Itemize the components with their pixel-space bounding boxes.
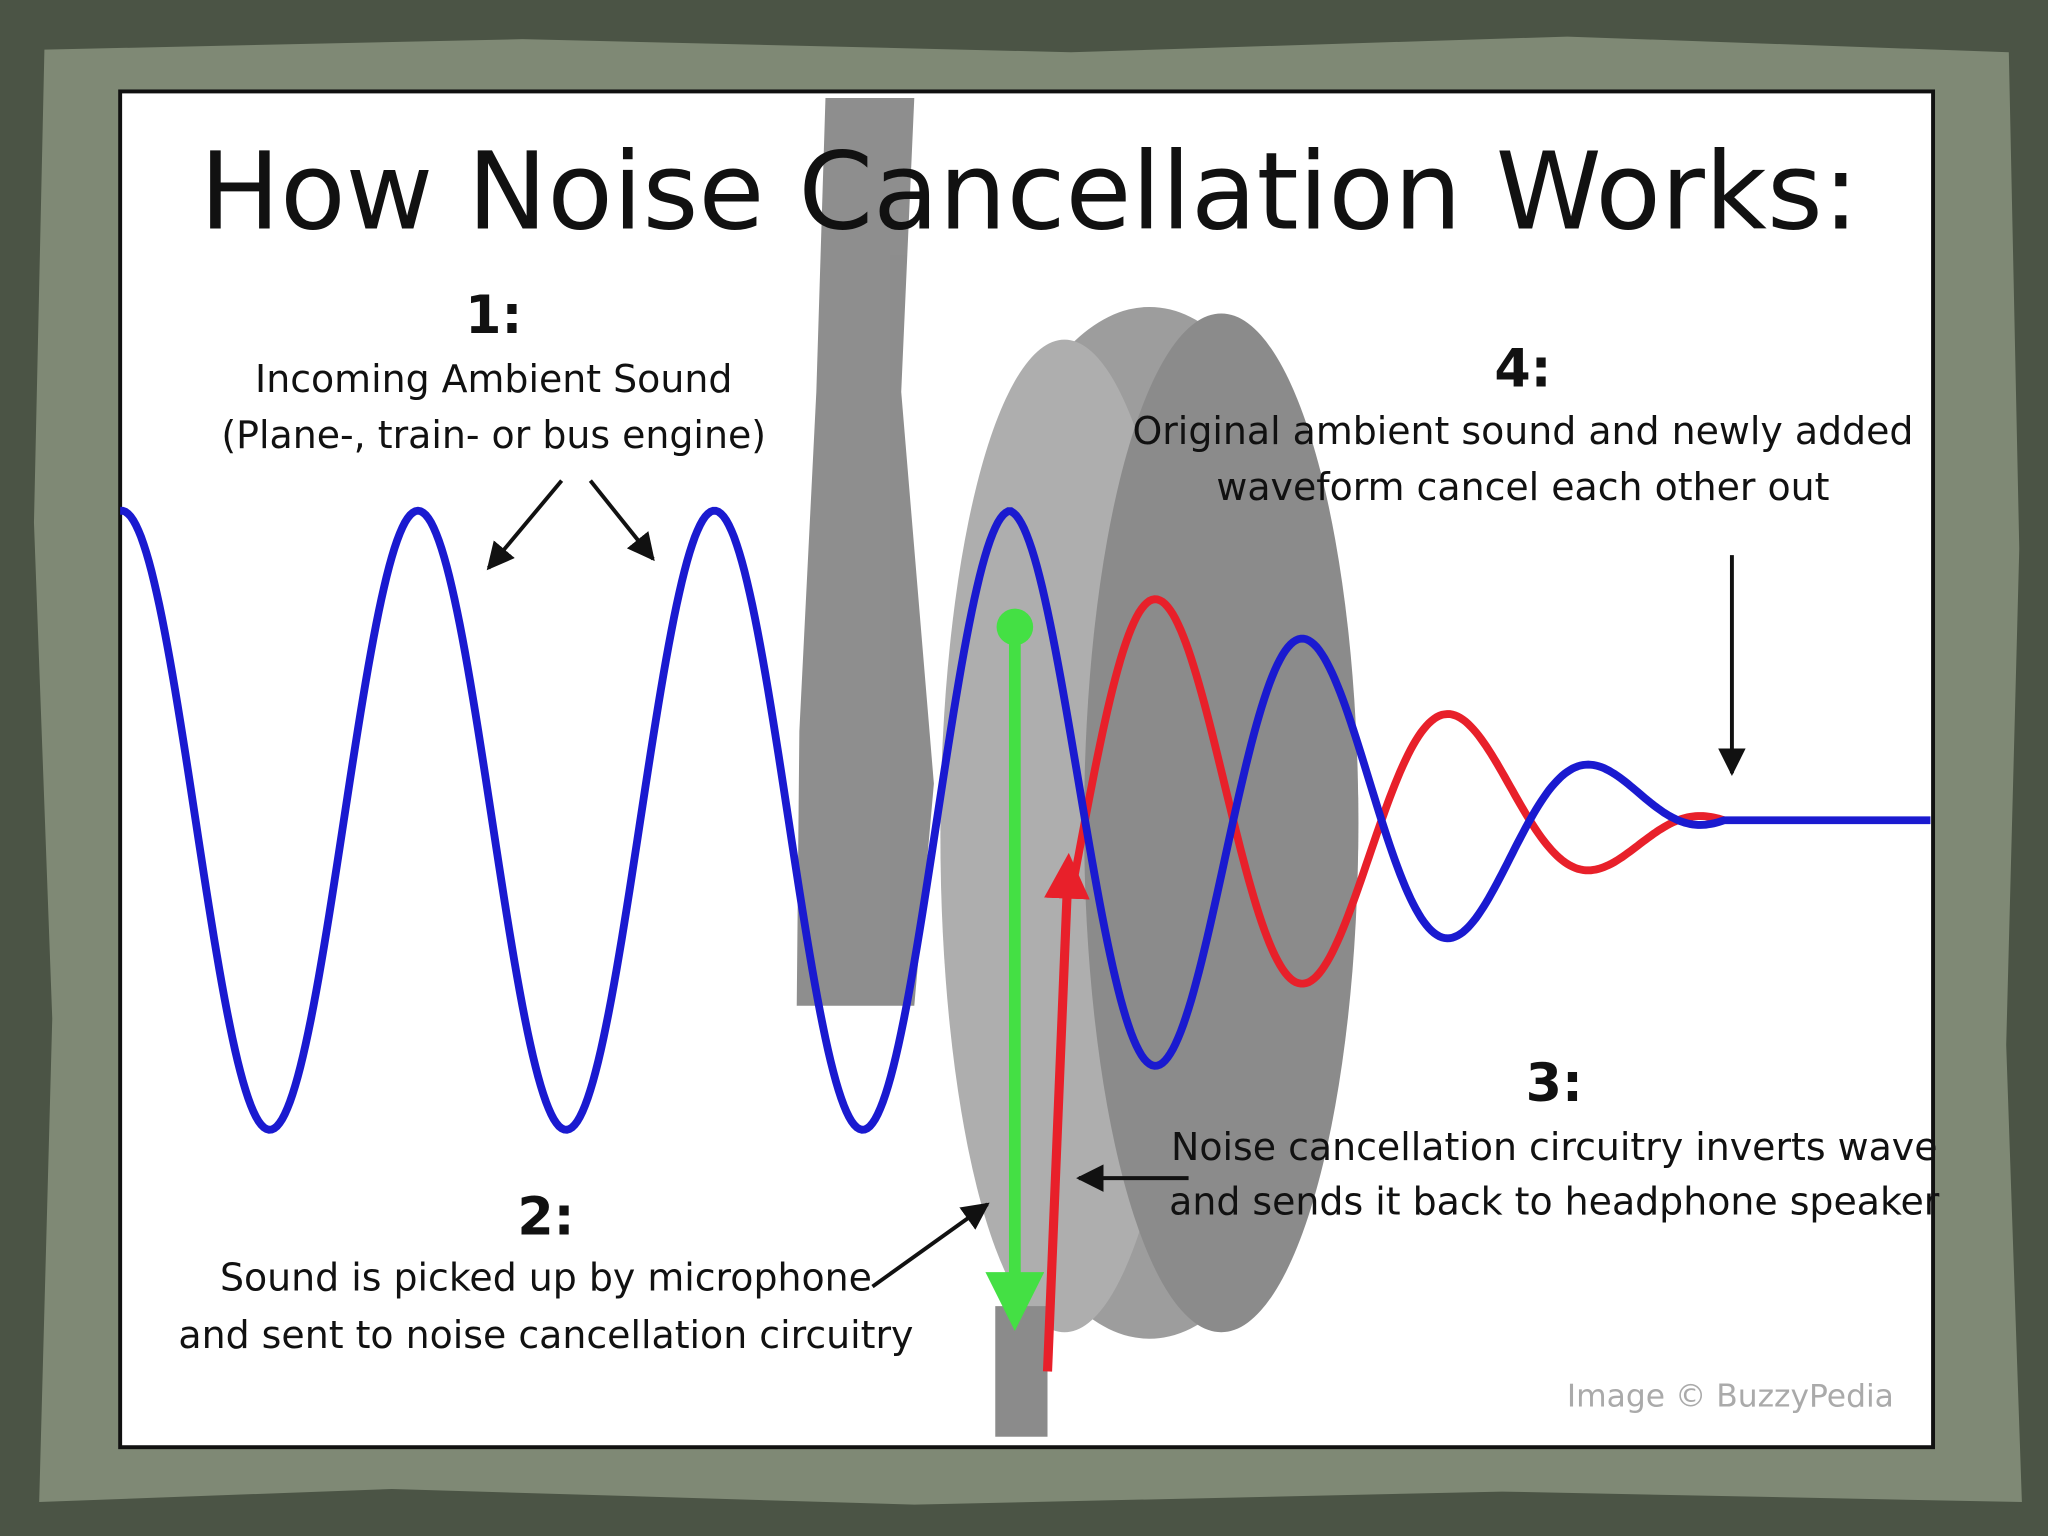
- pointer-arrows: [486, 479, 1746, 1289]
- step-text: and sent to noise cancellation circuitry: [178, 1313, 913, 1357]
- step-number: 3:: [1526, 1054, 1583, 1114]
- speaker-arrow: [1042, 852, 1090, 1372]
- step-text: waveform cancel each other out: [1216, 465, 1829, 509]
- microphone-dot: [996, 608, 1034, 646]
- step-number: 4:: [1494, 340, 1551, 400]
- ambient-wave: [120, 506, 1931, 1134]
- waveforms: [120, 506, 1931, 1134]
- title: How Noise Cancellation Works:: [200, 131, 1859, 255]
- inverted-wave: [1067, 595, 1726, 988]
- step-text: Incoming Ambient Sound: [255, 357, 732, 401]
- headphone: [796, 97, 1359, 1437]
- credit: Image © BuzzyPedia: [1567, 1379, 1894, 1415]
- step-number: 2:: [517, 1187, 574, 1247]
- step-number: 1:: [465, 286, 522, 346]
- step-text: Original ambient sound and newly added: [1132, 409, 1913, 453]
- step-text: and sends it back to headphone speaker: [1169, 1180, 1940, 1224]
- step-text: Sound is picked up by microphone: [220, 1255, 872, 1299]
- step-text: (Plane-, train- or bus engine): [221, 413, 766, 457]
- step-text: Noise cancellation circuitry inverts wav…: [1171, 1125, 1937, 1169]
